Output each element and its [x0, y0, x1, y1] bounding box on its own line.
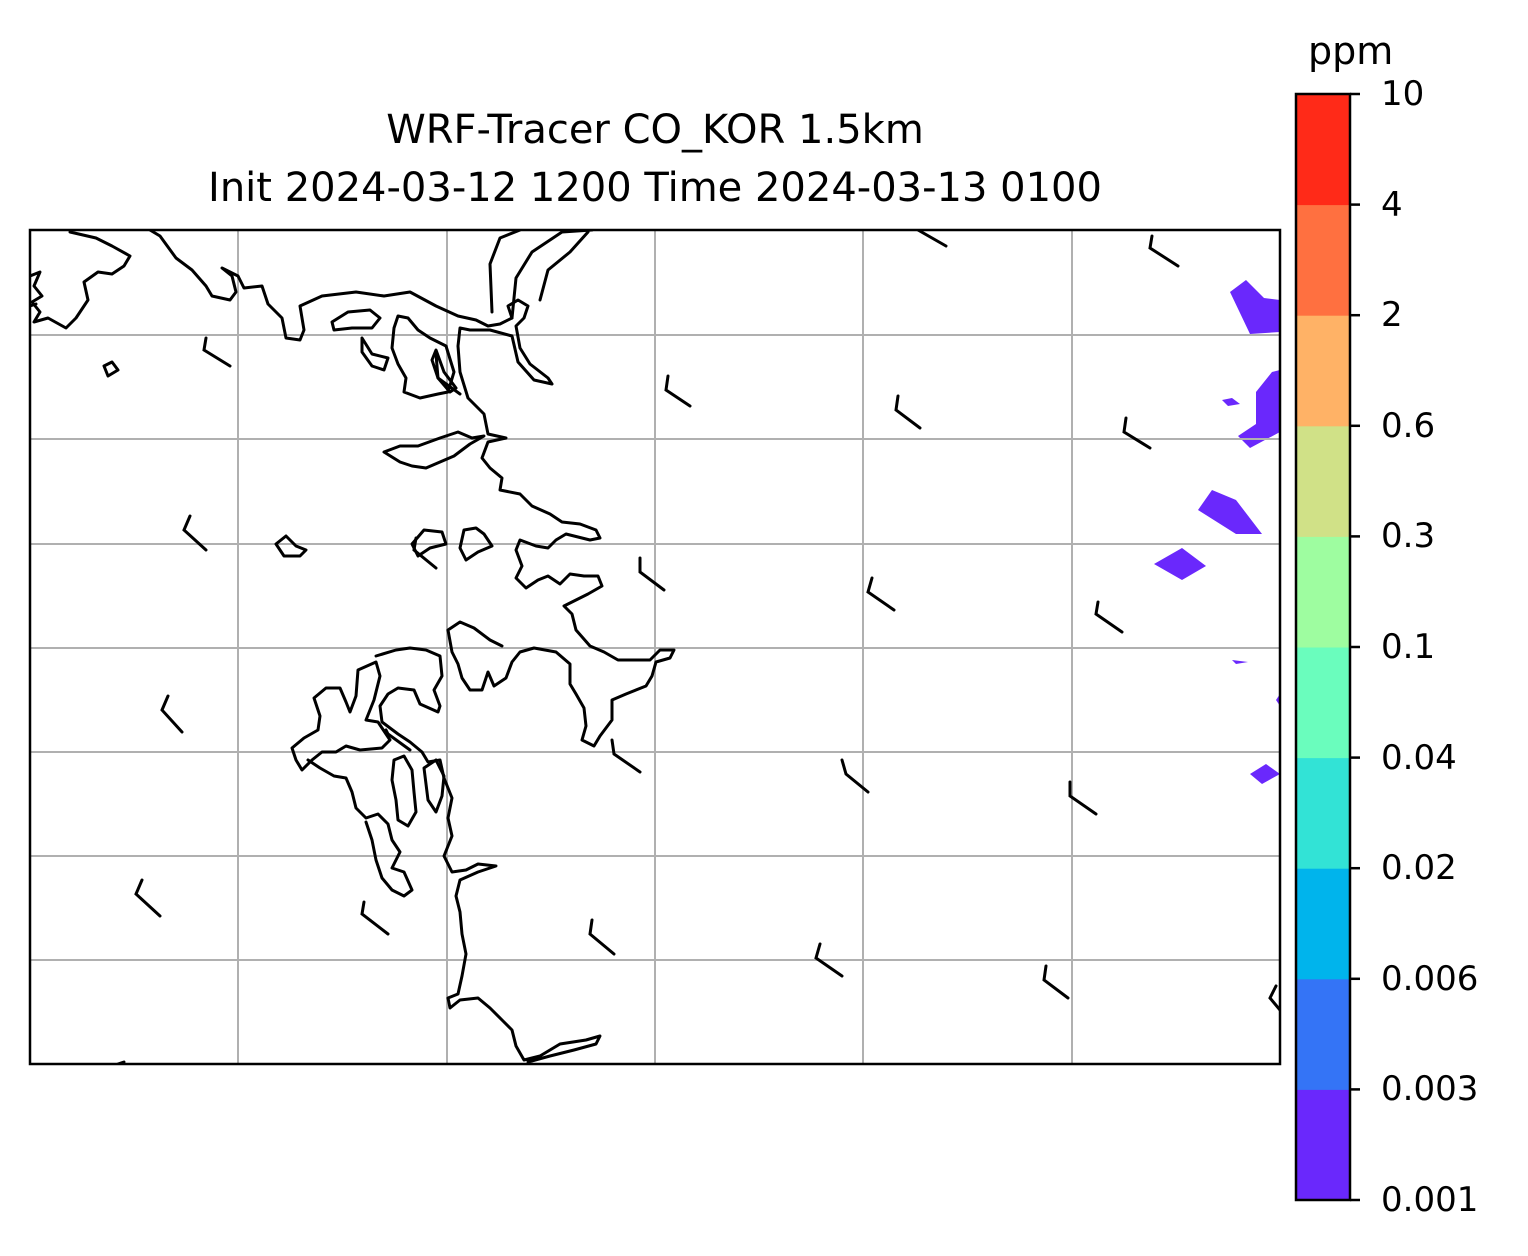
colorbar-tick-label: 0.006: [1381, 958, 1479, 999]
coastline: [306, 758, 414, 898]
coastline: [274, 534, 308, 558]
wind-barb: [384, 728, 412, 752]
wind-barb: [814, 942, 844, 978]
coastline: [360, 336, 390, 372]
wind-barb: [588, 918, 616, 956]
wind-barb: [434, 352, 462, 396]
wind-barb: [916, 230, 948, 248]
coastline: [538, 230, 590, 302]
tracer-fill-area: [1238, 370, 1280, 448]
colorbar-tick-label: 0.6: [1381, 405, 1436, 446]
colorbar-segment: [1296, 94, 1350, 206]
wind-barb: [610, 738, 642, 774]
colorbar-segment: [1296, 536, 1350, 648]
wind-barb: [412, 536, 438, 570]
colorbar-segment: [1296, 425, 1350, 537]
coastline: [422, 758, 446, 814]
map-area: [30, 230, 1280, 1064]
colorbar-segment: [1296, 1089, 1350, 1201]
colorbar-unit-label: ppm: [1308, 29, 1394, 73]
wind-barb: [1268, 984, 1280, 1012]
colorbar-tick-label: 0.003: [1381, 1069, 1479, 1110]
wind-barb: [866, 576, 896, 612]
coastline: [290, 660, 392, 772]
coastline: [430, 348, 458, 394]
colorbar-tick-label: 0.001: [1381, 1180, 1479, 1220]
wind-barb: [664, 374, 692, 408]
coastline: [102, 360, 120, 378]
wind-barb: [1068, 780, 1098, 816]
tracer-fill-area: [1232, 660, 1248, 664]
wind-barb: [360, 900, 390, 936]
tracer-fill-area: [1250, 764, 1280, 784]
colorbar-segment: [1296, 315, 1350, 427]
colorbar-segment: [1296, 978, 1350, 1090]
tracer-fill-area: [1154, 548, 1206, 580]
map-title-line-1: WRF-Tracer CO_KOR 1.5km: [386, 107, 924, 153]
wind-barb: [1122, 416, 1152, 450]
wind-barb: [638, 556, 666, 592]
wind-barb: [1148, 234, 1180, 268]
wind-barb: [1042, 964, 1070, 1000]
coastline: [30, 230, 132, 330]
tracer-fill-areas: [1154, 280, 1280, 784]
tracer-fill-area: [1222, 398, 1240, 406]
gridlines: [30, 230, 1280, 1064]
wind-barb: [840, 758, 870, 794]
tracer-fill-area: [1230, 280, 1280, 334]
wind-barb: [894, 394, 922, 430]
wind-barbs: [134, 230, 1280, 1012]
coastline: [148, 230, 676, 748]
map-frame: [28, 228, 1282, 1066]
wind-barb: [134, 878, 162, 918]
coastlines: [30, 230, 676, 1064]
wind-barb: [202, 336, 232, 368]
coastline: [390, 754, 418, 828]
colorbar-tick-label: 4: [1381, 184, 1403, 225]
colorbar-tick-label: 0.1: [1381, 627, 1436, 667]
wind-barb: [182, 514, 208, 552]
colorbar-tick-label: 0.3: [1381, 516, 1436, 557]
colorbar-segment: [1296, 757, 1350, 869]
coastline: [510, 230, 594, 320]
colorbar-segment: [1296, 204, 1350, 316]
colorbar-tick-label: 2: [1381, 295, 1403, 336]
colorbar: [1294, 92, 1360, 1202]
coastline: [330, 308, 382, 332]
coastline: [390, 314, 456, 400]
coastline: [488, 230, 522, 314]
colorbar-tick-label: 0.04: [1381, 737, 1457, 778]
colorbar-tick-label: 10: [1381, 74, 1425, 114]
coastline: [410, 528, 448, 558]
wind-barb: [1094, 600, 1124, 634]
tracer-fill-area: [1198, 490, 1262, 534]
coastline: [458, 526, 494, 562]
colorbar-segment: [1296, 868, 1350, 980]
wind-barb: [160, 694, 184, 734]
coastline: [374, 646, 602, 1064]
map-title-line-2: Init 2024-03-12 1200 Time 2024-03-13 010…: [208, 165, 1102, 211]
colorbar-tick-label: 0.02: [1381, 848, 1457, 889]
colorbar-segment: [1296, 647, 1350, 759]
coastline: [382, 430, 486, 470]
